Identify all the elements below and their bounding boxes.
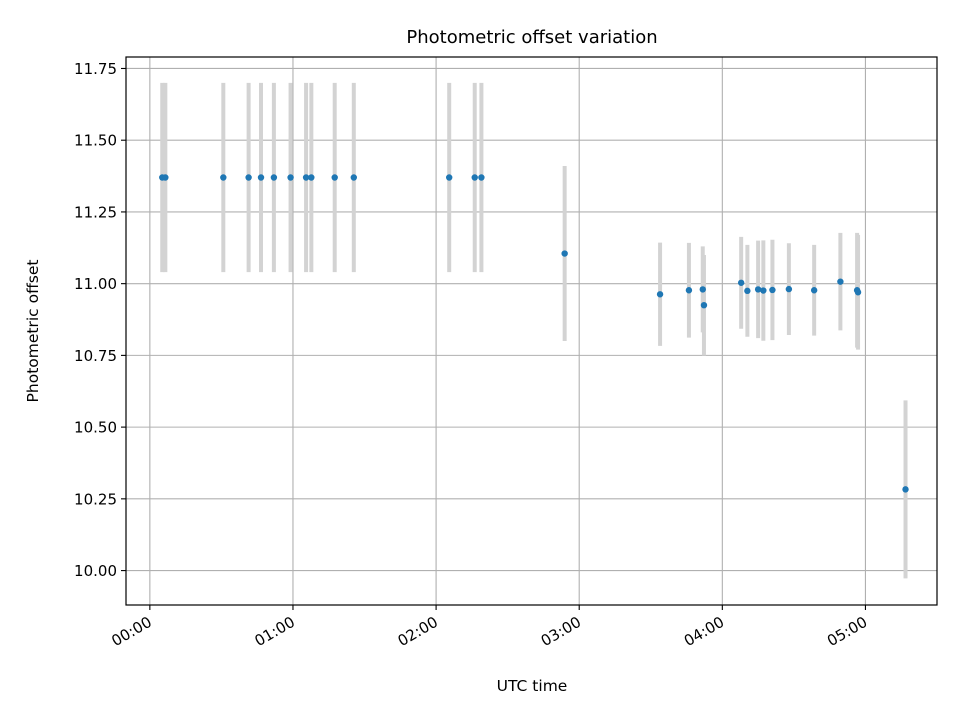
data-point — [744, 287, 751, 295]
data-point — [810, 287, 818, 294]
data-point — [837, 278, 844, 285]
data-point — [162, 174, 169, 181]
data-point — [902, 486, 909, 493]
data-points — [159, 174, 909, 493]
data-point — [478, 174, 485, 181]
y-tick-label: 10.75 — [74, 347, 117, 365]
y-tick-label: 11.50 — [74, 132, 117, 150]
y-tick-label: 11.75 — [74, 60, 117, 78]
data-point — [220, 174, 227, 181]
data-point — [685, 287, 693, 294]
y-tick-label: 10.50 — [74, 419, 117, 437]
data-point — [561, 250, 568, 257]
data-point — [302, 174, 310, 181]
x-axis-label: UTC time — [497, 677, 568, 695]
data-point — [700, 301, 708, 309]
data-point — [287, 174, 294, 181]
y-axis-ticks: 10.00 10.25 10.50 10.75 11.00 11.25 11.50 11.75 — [74, 60, 126, 580]
y-tick-label: 11.00 — [74, 275, 117, 293]
data-point — [769, 286, 776, 294]
y-tick-label: 10.00 — [74, 562, 117, 580]
data-point — [854, 289, 862, 296]
data-point — [446, 174, 453, 181]
data-point — [737, 279, 745, 286]
y-tick-label: 11.25 — [74, 203, 117, 221]
data-point — [656, 291, 664, 298]
plot-frame — [125, 56, 938, 606]
data-point — [308, 174, 315, 181]
data-point — [245, 174, 252, 181]
data-point — [760, 287, 767, 294]
data-point — [785, 285, 793, 293]
grid — [126, 57, 937, 605]
y-tick-label: 10.25 — [74, 490, 117, 508]
data-point — [350, 174, 357, 181]
data-point — [270, 174, 278, 181]
data-point — [471, 174, 478, 181]
data-point — [331, 174, 338, 181]
chart-title: Photometric offset variation — [406, 27, 657, 48]
data-point — [754, 286, 762, 293]
data-point — [699, 286, 706, 293]
data-point — [257, 174, 265, 181]
y-axis-label: Photometric offset — [24, 260, 42, 403]
